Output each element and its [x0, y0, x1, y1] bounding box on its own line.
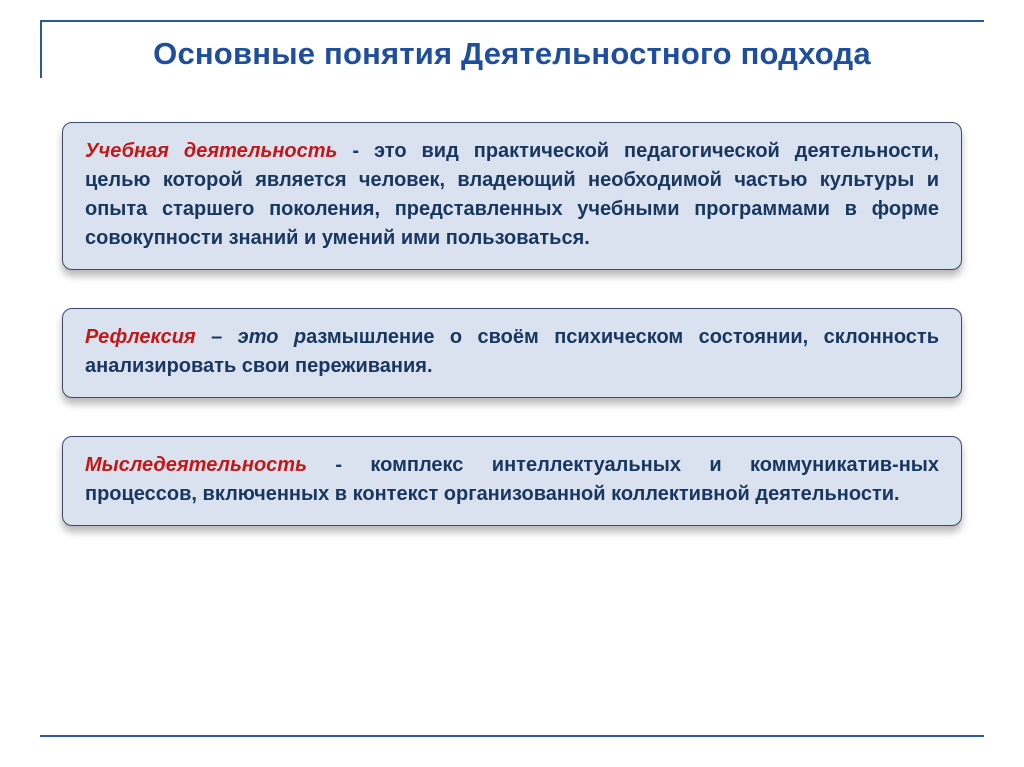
slide-title: Основные понятия Деятельностного подхода	[40, 22, 984, 78]
term-sep: -	[337, 140, 374, 162]
slide-frame: Основные понятия Деятельностного подхода…	[40, 20, 984, 737]
term-text: Мыследеятельность	[85, 454, 307, 476]
term-sep: -	[307, 454, 370, 476]
term-sep: –	[196, 326, 238, 348]
cards-container: Учебная деятельность - это вид практичес…	[40, 78, 984, 526]
term-text: Учебная деятельность	[85, 140, 337, 162]
definition-card: Рефлексия – это размышление о своём псих…	[62, 308, 962, 398]
definition-lead: это р	[238, 326, 306, 348]
term-text: Рефлексия	[85, 326, 196, 348]
definition-card: Учебная деятельность - это вид практичес…	[62, 122, 962, 270]
definition-card: Мыследеятельность - комплекс интеллектуа…	[62, 436, 962, 526]
